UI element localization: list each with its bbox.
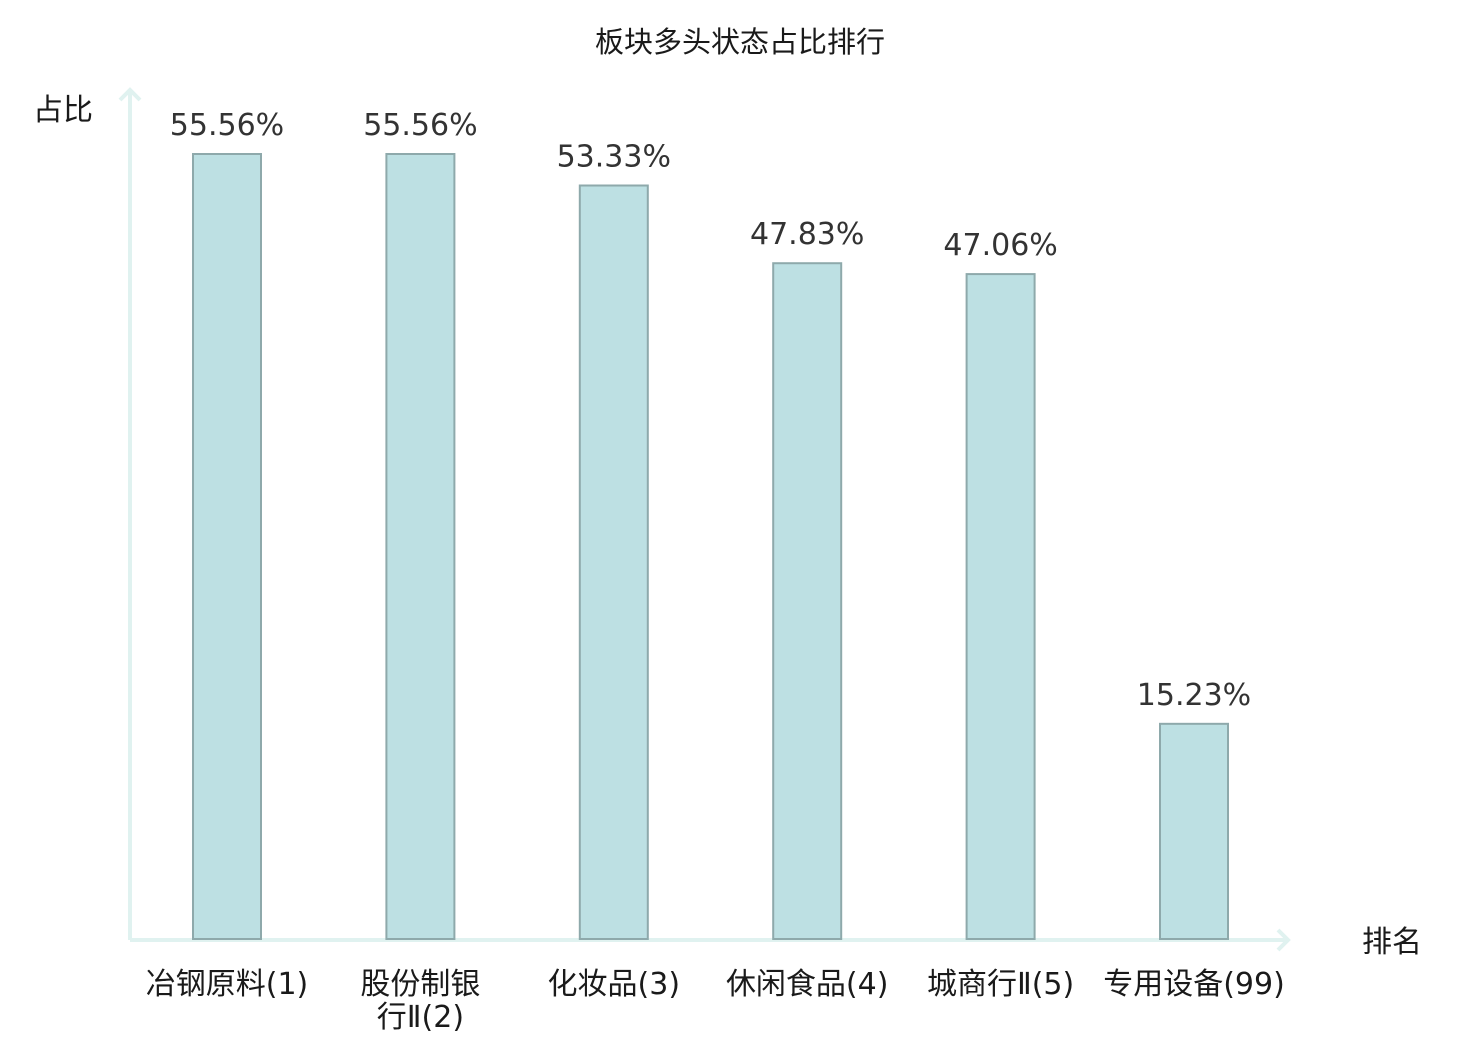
bar-value-label: 47.83% — [750, 217, 864, 252]
category-tick-label: 股份制银 — [360, 967, 480, 1002]
category-tick-label: 城商行Ⅱ(5) — [927, 967, 1074, 1002]
bar-value-label: 47.06% — [943, 228, 1057, 263]
x-axis-label: 排名 — [1362, 925, 1422, 960]
y-axis-arrow — [118, 87, 142, 102]
category-tick-label: 专用设备(99) — [1103, 967, 1285, 1002]
bar — [1159, 722, 1229, 940]
bar-value-label: 55.56% — [170, 108, 284, 143]
category-tick-label: 冶钢原料(1) — [146, 967, 309, 1002]
category-tick-label: 休闲食品(4) — [726, 967, 889, 1002]
bar-value-label: 15.23% — [1137, 678, 1251, 713]
category-tick-label: 化妆品(3) — [548, 967, 681, 1002]
bar-value-label: 55.56% — [363, 108, 477, 143]
bar-value-label: 53.33% — [557, 140, 671, 175]
x-axis-arrow — [1276, 928, 1291, 952]
bar — [385, 153, 456, 940]
y-axis-label: 占比 — [33, 93, 93, 128]
value-labels-group: 55.56% 55.56% 53.33% 47.83% 47.06% 15.23% — [170, 108, 1251, 713]
bar — [192, 153, 262, 940]
category-tick-label: 行Ⅱ(2) — [377, 1000, 464, 1035]
bars-group — [192, 153, 1229, 940]
bar — [965, 273, 1036, 940]
bar — [772, 262, 843, 940]
chart-title: 板块多头状态占比排行 — [595, 25, 885, 59]
bar — [578, 184, 649, 940]
